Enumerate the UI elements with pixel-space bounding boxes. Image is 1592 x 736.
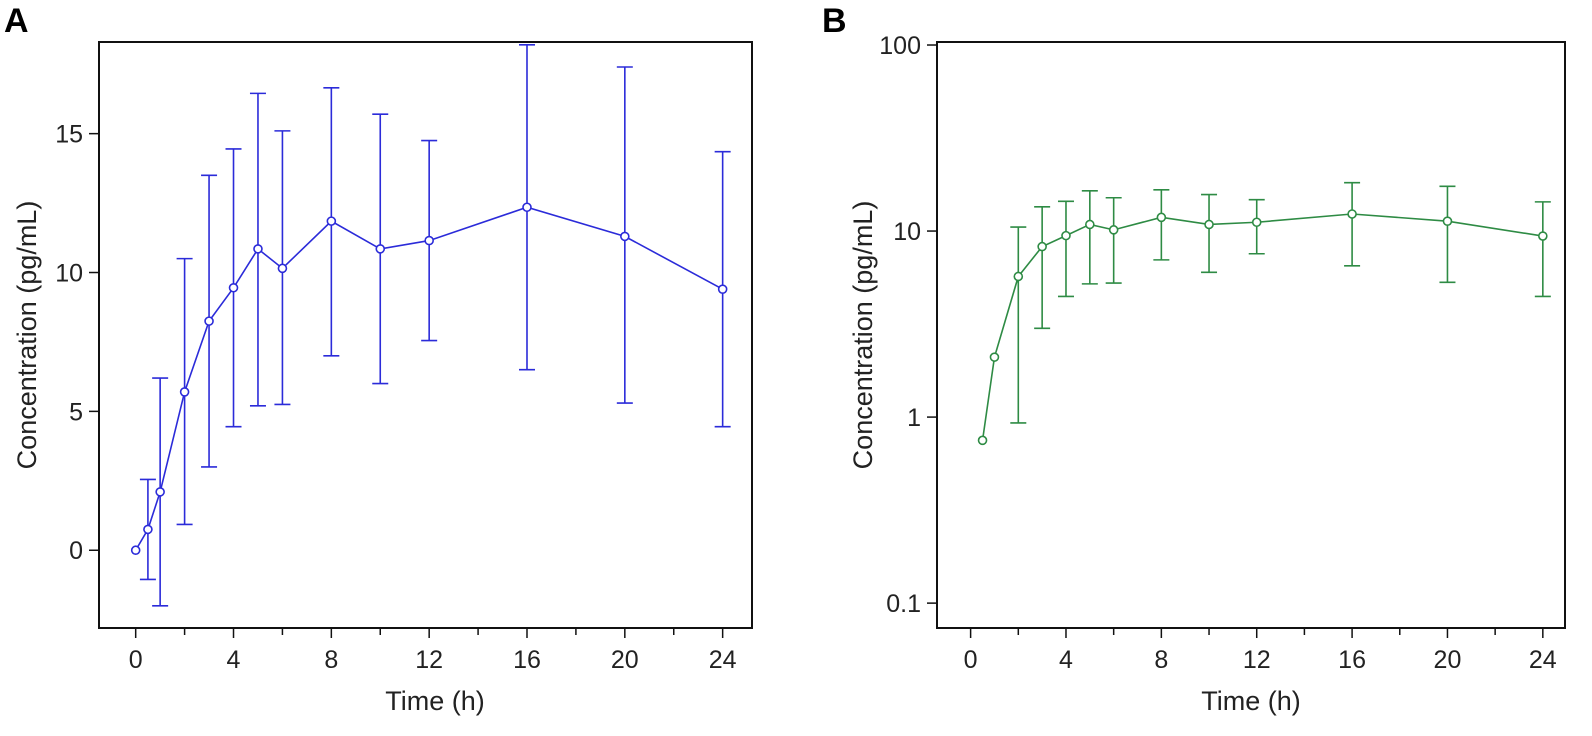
x-tick-label: 8 [324, 646, 338, 674]
data-point [204, 316, 214, 326]
data-point [130, 545, 141, 556]
x-tick-label: 16 [1338, 646, 1366, 674]
panel-label-a: A [4, 2, 29, 40]
data-point [977, 435, 988, 446]
y-tick-label: 10 [893, 218, 921, 246]
data-point [1538, 231, 1548, 241]
y-axis-label-b: Concentration (pg/mL) [848, 201, 878, 470]
data-point [375, 244, 386, 254]
data-point [1037, 241, 1047, 252]
data-point [1108, 225, 1119, 235]
y-tick-label: 0.1 [886, 590, 921, 618]
plot-frame [936, 41, 1566, 629]
y-tick-label: 100 [879, 32, 921, 60]
data-point [1085, 219, 1095, 230]
data-point [155, 487, 165, 497]
data-point [143, 524, 153, 535]
plot-frame [98, 41, 753, 629]
x-axis-label-a: Time (h) [385, 686, 485, 716]
data-point [277, 263, 288, 274]
data-point [253, 244, 263, 254]
data-point [1442, 216, 1453, 226]
y-tick-label: 5 [69, 398, 83, 426]
data-point [1347, 209, 1357, 219]
data-point [717, 284, 728, 294]
y-tick-label: 1 [907, 404, 921, 432]
x-tick-label: 12 [1243, 646, 1271, 674]
panel-label-b: B [822, 2, 847, 40]
x-axis-label-b: Time (h) [1201, 686, 1301, 716]
data-point [228, 282, 239, 293]
x-tick-label: 12 [415, 646, 443, 674]
x-tick-label: 4 [1059, 646, 1073, 674]
data-point [989, 352, 1000, 362]
x-tick-label: 4 [227, 646, 241, 674]
data-point [326, 216, 337, 226]
data-point [620, 231, 630, 242]
y-tick-label: 15 [55, 121, 83, 149]
x-tick-label: 20 [611, 646, 639, 674]
y-axis-label-a: Concentration (pg/mL) [12, 201, 42, 470]
y-tick-label: 10 [55, 260, 83, 288]
data-point [1251, 217, 1262, 228]
data-point [424, 235, 434, 246]
data-point [1013, 271, 1024, 282]
panel-b: B Time (h) Concentration (pg/mL) 0 4 8 12 16… [822, 2, 1566, 716]
y-tick-label: 0 [69, 537, 83, 565]
x-tick-label: 20 [1434, 646, 1462, 674]
x-tick-label: 24 [709, 646, 737, 674]
data-point [179, 387, 190, 397]
data-point [1061, 230, 1071, 241]
data-point [1156, 212, 1167, 223]
data-point [1204, 219, 1214, 230]
x-tick-label: 24 [1529, 646, 1557, 674]
x-tick-label: 8 [1154, 646, 1168, 674]
x-tick-label: 16 [513, 646, 541, 674]
series-line [134, 206, 724, 551]
panel-a: A Time (h) Concentration (pg/mL) 0 4 8 12 16… [4, 2, 753, 716]
x-tick-label: 0 [964, 646, 978, 674]
data-point [522, 202, 532, 213]
x-tick-label: 0 [129, 646, 143, 674]
